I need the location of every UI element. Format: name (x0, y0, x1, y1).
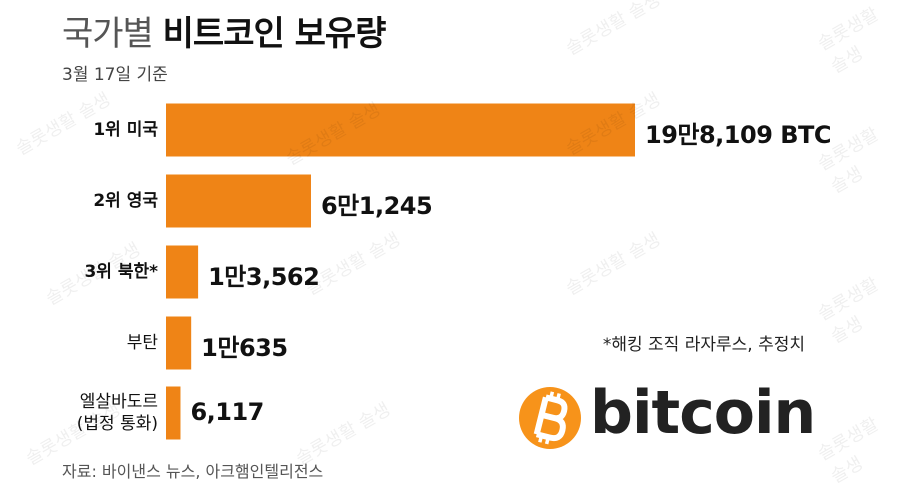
bar (166, 174, 311, 228)
bar (166, 316, 192, 370)
bar (166, 386, 181, 440)
value-label: 6만1,245 (320, 192, 433, 220)
category-label: 1위 미국 (93, 120, 158, 140)
value-label: 1만635 (201, 334, 288, 362)
subtitle: 3월 17일 기준 (62, 65, 168, 85)
source: 자료: 바이낸스 뉴스, 아크햄인텔리전스 (62, 462, 324, 481)
category-label: 엘살바도르 (법정 통화) (76, 392, 158, 434)
title: 국가별 비트코인 보유량 (62, 6, 387, 55)
category-label: 부탄 (126, 333, 158, 353)
bar (166, 103, 635, 157)
title-light: 국가별 (62, 14, 154, 54)
category-label: 3위 북한* (84, 262, 158, 282)
bitcoin-logo-icon (519, 387, 581, 449)
category-label: 2위 영국 (93, 191, 158, 211)
value-label: 1만3,562 (208, 263, 320, 291)
value-label: 6,117 (190, 398, 264, 426)
logo-text: bitcoin (590, 378, 816, 448)
bar (166, 245, 199, 299)
value-label: 19만8,109 BTC (645, 121, 832, 149)
note: *해킹 조직 라자루스, 추정치 (602, 335, 805, 355)
title-bold: 비트코인 보유량 (162, 14, 387, 54)
